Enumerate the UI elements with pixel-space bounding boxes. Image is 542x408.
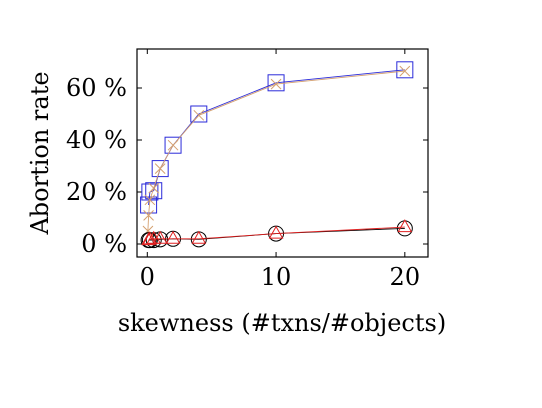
triangle-marker xyxy=(397,219,413,233)
cross-marker xyxy=(144,194,156,206)
cross-marker xyxy=(270,78,282,90)
y-axis-label: Abortion rate xyxy=(26,71,54,235)
square-marker xyxy=(145,182,163,200)
square-marker xyxy=(396,61,414,79)
square-marker xyxy=(190,105,208,123)
x-tick-label: 0 xyxy=(140,263,155,291)
cross-marker xyxy=(399,65,411,77)
series-line xyxy=(148,226,405,241)
triangle-marker xyxy=(142,231,158,245)
series-group xyxy=(140,61,414,249)
cross-marker xyxy=(167,139,179,151)
square-marker xyxy=(151,160,169,178)
axis-ticks xyxy=(137,49,428,257)
triangle-marker xyxy=(268,225,284,239)
x-axis-label: skewness (#txns/#objects) xyxy=(118,309,446,337)
y-tick-label: 60 % xyxy=(66,74,127,102)
x-tick-label: 20 xyxy=(390,263,421,291)
triangle-marker xyxy=(191,230,207,244)
plot-frame xyxy=(136,48,429,258)
series-line xyxy=(147,70,405,232)
x-tick-label: 10 xyxy=(261,263,292,291)
triangle-marker xyxy=(165,230,181,244)
y-tick-label: 0 % xyxy=(81,230,127,258)
y-tick-label: 40 % xyxy=(66,126,127,154)
square-marker xyxy=(164,136,182,154)
triangle-marker xyxy=(141,232,156,246)
series-line xyxy=(148,69,405,206)
cross-marker xyxy=(143,210,154,221)
cross-marker xyxy=(154,163,166,174)
square-marker xyxy=(267,74,285,92)
triangle-marker xyxy=(152,230,168,244)
cross-marker xyxy=(193,109,205,121)
cross-marker xyxy=(148,182,160,194)
tick-labels: 0 10 20 0 % 20 % 40 % 60 % xyxy=(66,74,420,291)
y-tick-label: 20 % xyxy=(66,178,127,206)
